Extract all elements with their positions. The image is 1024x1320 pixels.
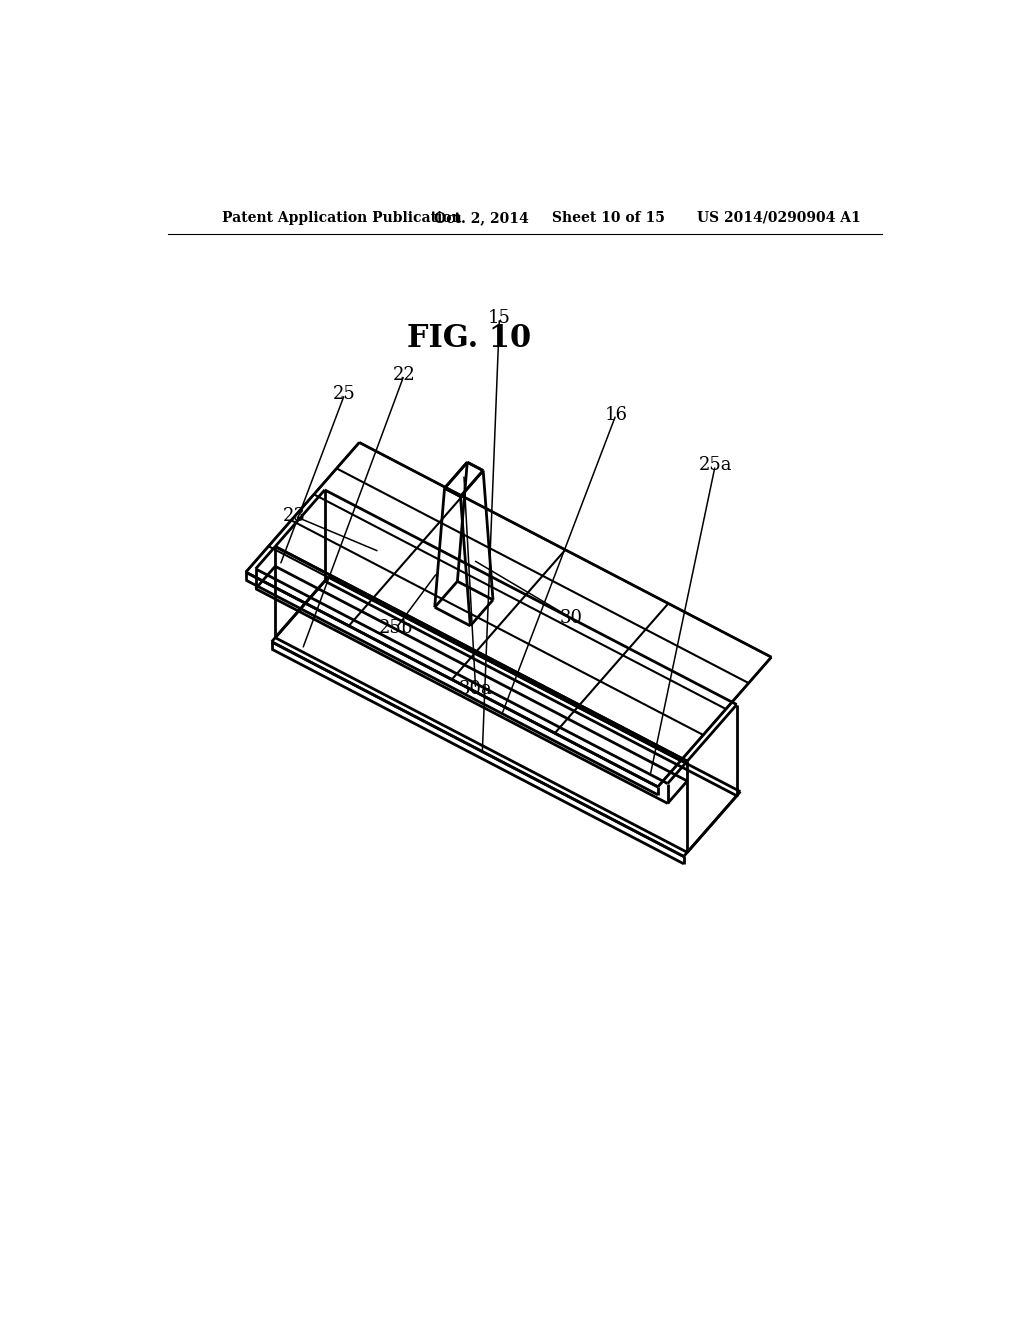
Text: 25b: 25b (379, 619, 414, 638)
Text: 16: 16 (604, 405, 628, 424)
Text: 22: 22 (393, 366, 416, 384)
Text: 30: 30 (559, 609, 583, 627)
Text: 25a: 25a (698, 457, 732, 474)
Text: Sheet 10 of 15: Sheet 10 of 15 (553, 211, 666, 224)
Text: 23: 23 (284, 507, 306, 525)
Text: Patent Application Publication: Patent Application Publication (221, 211, 461, 224)
Text: FIG. 10: FIG. 10 (408, 323, 531, 354)
Text: 15: 15 (488, 309, 511, 327)
Text: US 2014/0290904 A1: US 2014/0290904 A1 (697, 211, 860, 224)
Text: 30a: 30a (459, 680, 493, 698)
Text: 25: 25 (333, 385, 356, 403)
Text: Oct. 2, 2014: Oct. 2, 2014 (434, 211, 528, 224)
